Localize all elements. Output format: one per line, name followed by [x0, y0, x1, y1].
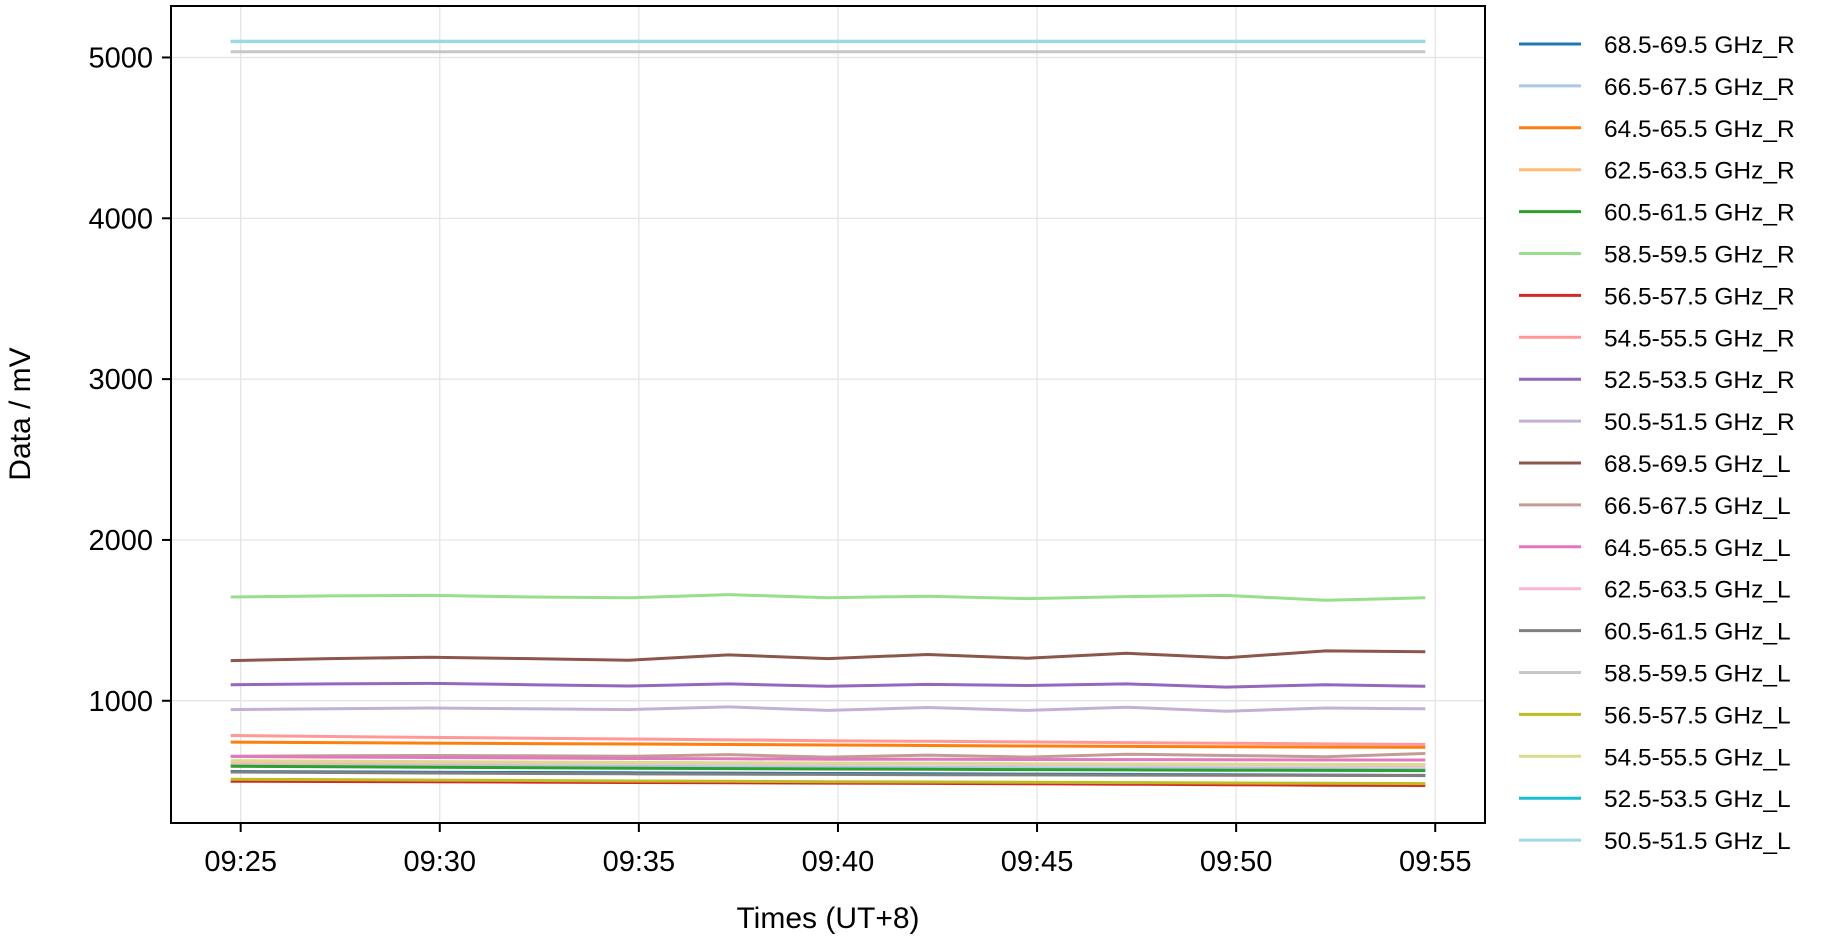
series-line-4 [230, 764, 1426, 773]
series-line-9 [230, 705, 1426, 713]
series-line-7 [230, 734, 1426, 746]
x-tick-label: 09:25 [204, 846, 277, 878]
legend-label: 62.5-63.5 GHz_L [1604, 577, 1791, 604]
legend-label: 68.5-69.5 GHz_R [1604, 32, 1795, 59]
legend-label: 54.5-55.5 GHz_L [1604, 744, 1791, 771]
series-line-10 [230, 649, 1426, 663]
grid [171, 6, 1485, 823]
x-tick-label: 09:35 [603, 846, 676, 878]
y-tick-label: 5000 [88, 42, 153, 74]
y-tick-label: 3000 [88, 364, 153, 396]
x-axis-label: Times (UT+8) [736, 902, 919, 935]
legend-label: 64.5-65.5 GHz_L [1604, 535, 1791, 562]
legend-label: 68.5-69.5 GHz_L [1604, 451, 1791, 478]
x-axis: 09:25 09:30 09:35 09:40 09:45 09:50 09:55 [204, 823, 1472, 878]
series-line-12 [230, 754, 1426, 762]
series-line-8 [230, 681, 1426, 689]
series-line-17 [230, 759, 1426, 767]
y-axis: 1000 2000 3000 4000 5000 [88, 42, 171, 718]
series-line-14 [230, 770, 1426, 778]
legend-label: 60.5-61.5 GHz_R [1604, 200, 1795, 227]
x-tick-label: 09:30 [403, 846, 476, 878]
legend-label: 54.5-55.5 GHz_R [1604, 325, 1795, 352]
legend-label: 56.5-57.5 GHz_L [1604, 702, 1791, 729]
y-tick-label: 2000 [88, 525, 153, 557]
x-tick-label: 09:40 [802, 846, 875, 878]
legend-label: 64.5-65.5 GHz_R [1604, 116, 1795, 143]
series-line-2 [230, 740, 1426, 749]
legend: 68.5-69.5 GHz_R 66.5-67.5 GHz_R 64.5-65.5 … [1519, 32, 1795, 855]
legend-label: 60.5-61.5 GHz_L [1604, 619, 1791, 646]
x-tick-label: 09:45 [1001, 846, 1074, 878]
legend-label: 62.5-63.5 GHz_R [1604, 158, 1795, 185]
legend-label: 52.5-53.5 GHz_R [1604, 367, 1795, 394]
y-tick-label: 1000 [88, 686, 153, 718]
series-line-16 [230, 777, 1426, 786]
legend-label: 58.5-59.5 GHz_L [1604, 661, 1791, 688]
legend-label: 66.5-67.5 GHz_R [1604, 74, 1795, 101]
series-line-5 [230, 593, 1426, 602]
plot-frame [170, 5, 1486, 824]
series-line-11 [230, 752, 1426, 759]
x-tick-label: 09:50 [1200, 846, 1273, 878]
y-tick-label: 4000 [88, 203, 153, 235]
y-axis-label: Data / mV [4, 347, 37, 480]
legend-label: 58.5-59.5 GHz_R [1604, 242, 1795, 269]
legend-label: 50.5-51.5 GHz_L [1604, 828, 1791, 855]
legend-label: 66.5-67.5 GHz_L [1604, 493, 1791, 520]
legend-label: 56.5-57.5 GHz_R [1604, 283, 1795, 310]
legend-label: 52.5-53.5 GHz_L [1604, 786, 1791, 813]
series-lines [230, 39, 1426, 787]
legend-label: 50.5-51.5 GHz_R [1604, 409, 1795, 436]
x-tick-label: 09:55 [1399, 846, 1472, 878]
